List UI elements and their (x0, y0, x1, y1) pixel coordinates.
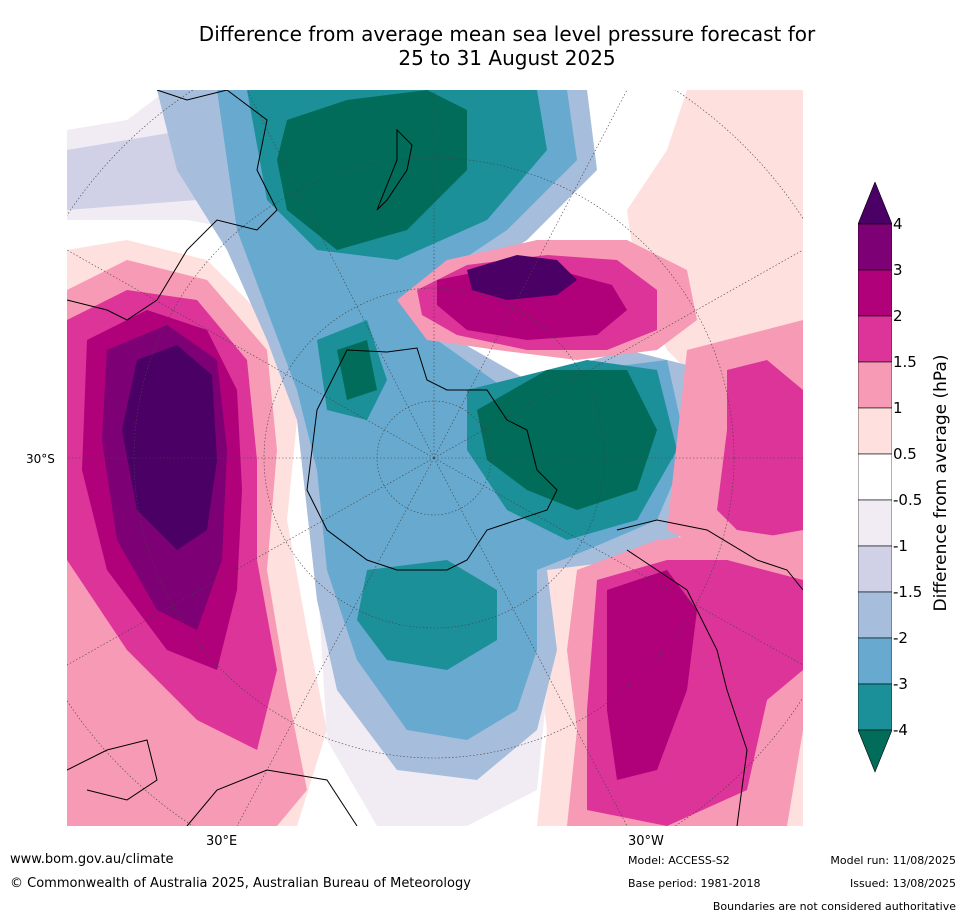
colorbar-tick-label: -4 (893, 721, 908, 739)
colorbar-segment-neutral (857, 453, 893, 501)
colorbar-tick-label: 4 (893, 215, 903, 233)
map-svg (67, 90, 803, 826)
colorbar-tick-label: 0.5 (893, 445, 917, 463)
colorbar-svg (857, 181, 893, 773)
colorbar-tick-label: -3 (893, 675, 908, 693)
longitude-label-west: 30°W (628, 834, 664, 849)
footer-issued: Issued: 13/08/2025 (849, 877, 956, 890)
footer-model: Model: ACCESS-S2 (628, 854, 730, 867)
colorbar-tick-label: -0.5 (893, 491, 923, 509)
title-line-1: Difference from average mean sea level p… (198, 22, 816, 46)
antarctica-coastline (306, 347, 558, 571)
colorbar-extend-min (857, 729, 893, 773)
colorbar-tick-label: 3 (893, 261, 903, 279)
colorbar-tick-label: -1.5 (893, 583, 923, 601)
colorbar-segment-1to1.5 (857, 361, 893, 409)
colorbar-segment--4to-3 (857, 683, 893, 731)
colorbar-segment-2to3 (857, 269, 893, 317)
colorbar-segment-0.5to1 (857, 407, 893, 455)
longitude-label-east: 30°E (206, 834, 238, 849)
colorbar-segment--1to-0.5 (857, 499, 893, 547)
colorbar-segment-3to4 (857, 223, 893, 271)
anomaly-negative-2 (217, 90, 687, 740)
colorbar-extend-max (857, 181, 893, 225)
colorbar-tick-label: -2 (893, 629, 908, 647)
latitude-label: 30°S (26, 452, 55, 466)
colorbar-title: Difference from average (hPa) (931, 354, 951, 612)
title-line-2: 25 to 31 August 2025 (398, 46, 616, 70)
new-zealand-coastline (376, 128, 413, 211)
south-america-coastline (616, 519, 803, 826)
footer-copyright: © Commonwealth of Australia 2025, Austra… (10, 876, 471, 891)
chart-title: Difference from average mean sea level p… (0, 22, 965, 70)
colorbar-tick-label: 1 (893, 399, 903, 417)
footer-disclaimer: Boundaries are not considered authoritat… (712, 900, 956, 913)
colorbar-tick-label: 1.5 (893, 353, 917, 371)
anomaly-positive-1.5-atlantic (717, 360, 803, 540)
colorbar (857, 181, 893, 786)
coastlines (67, 90, 803, 826)
colorbar-segment--1.5to-1 (857, 545, 893, 593)
footer-base-period: Base period: 1981-2018 (628, 877, 761, 890)
footer-website: www.bom.gov.au/climate (10, 852, 174, 867)
anomaly-positive-4-pacific (467, 255, 577, 300)
anomaly-positive-4-indian (122, 345, 217, 550)
colorbar-tick-label: 2 (893, 307, 903, 325)
anomaly-negative-4-tasman (277, 90, 467, 250)
africa-coastline (67, 739, 358, 826)
anomaly-positive-3-sam (607, 570, 697, 780)
graticule (67, 90, 803, 826)
anomaly-negative-4-bellingshausen (477, 370, 657, 510)
colorbar-tick-label: -1 (893, 537, 908, 555)
anomaly-negative-3-weddell (357, 560, 497, 670)
pressure-anomaly-map (67, 90, 803, 826)
australia-coastline (67, 90, 278, 321)
colorbar-segment--3to-2 (857, 637, 893, 685)
colorbar-segment-1.5to2 (857, 315, 893, 363)
anomaly-negative-4-antarctic (337, 340, 377, 400)
footer-model-run: Model run: 11/08/2025 (830, 854, 956, 867)
colorbar-segment--2to-1.5 (857, 591, 893, 639)
